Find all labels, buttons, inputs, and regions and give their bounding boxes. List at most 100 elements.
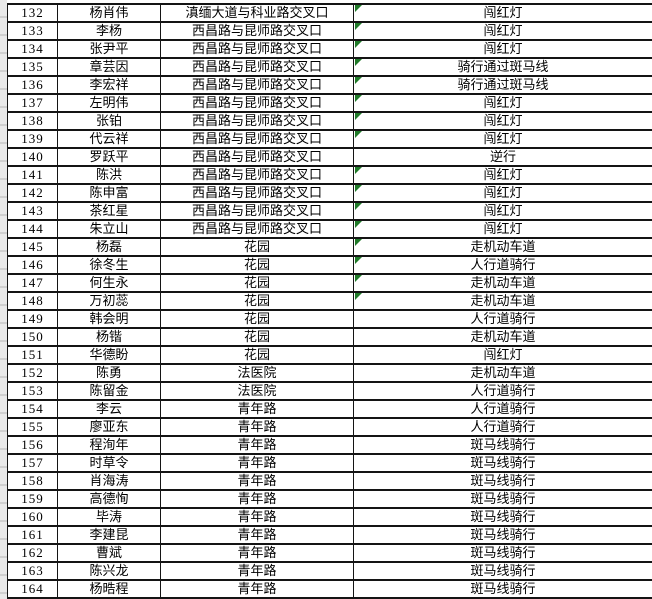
person-name-cell[interactable]: 杨晧程 xyxy=(57,579,161,599)
row-number-cell[interactable]: 142 xyxy=(7,183,58,203)
violation-cell[interactable]: 闯红灯 xyxy=(353,345,652,365)
person-name-cell[interactable]: 朱立山 xyxy=(57,219,161,239)
row-number-cell[interactable]: 143 xyxy=(7,201,58,221)
person-name-cell[interactable]: 廖亚东 xyxy=(57,417,161,437)
violation-cell[interactable]: 斑马线骑行 xyxy=(353,579,652,599)
location-cell[interactable]: 西昌路与昆师路交叉口 xyxy=(160,39,354,59)
person-name-cell[interactable]: 程洵年 xyxy=(57,435,161,455)
location-cell[interactable]: 西昌路与昆师路交叉口 xyxy=(160,183,354,203)
location-cell[interactable]: 法医院 xyxy=(160,381,354,401)
person-name-cell[interactable]: 左明伟 xyxy=(57,93,161,113)
location-cell[interactable]: 青年路 xyxy=(160,489,354,509)
location-cell[interactable]: 青年路 xyxy=(160,561,354,581)
violation-cell[interactable]: 走机动车道 xyxy=(353,273,652,293)
location-cell[interactable]: 青年路 xyxy=(160,399,354,419)
violation-cell[interactable]: 闯红灯 xyxy=(353,93,652,113)
location-cell[interactable]: 西昌路与昆师路交叉口 xyxy=(160,165,354,185)
location-cell[interactable]: 花园 xyxy=(160,291,354,311)
person-name-cell[interactable]: 肖海涛 xyxy=(57,471,161,491)
location-cell[interactable]: 西昌路与昆师路交叉口 xyxy=(160,75,354,95)
violation-cell[interactable]: 斑马线骑行 xyxy=(353,525,652,545)
person-name-cell[interactable]: 杨磊 xyxy=(57,237,161,257)
person-name-cell[interactable]: 李建昆 xyxy=(57,525,161,545)
person-name-cell[interactable]: 陈申富 xyxy=(57,183,161,203)
row-number-cell[interactable]: 148 xyxy=(7,291,58,311)
location-cell[interactable]: 西昌路与昆师路交叉口 xyxy=(160,21,354,41)
person-name-cell[interactable]: 茶红星 xyxy=(57,201,161,221)
adjacent-column-strip[interactable] xyxy=(0,0,7,599)
row-number-cell[interactable]: 152 xyxy=(7,363,58,383)
row-number-cell[interactable]: 159 xyxy=(7,489,58,509)
row-number-cell[interactable]: 151 xyxy=(7,345,58,365)
row-number-cell[interactable]: 164 xyxy=(7,579,58,599)
location-cell[interactable]: 西昌路与昆师路交叉口 xyxy=(160,111,354,131)
location-cell[interactable]: 西昌路与昆师路交叉口 xyxy=(160,219,354,239)
location-cell[interactable]: 青年路 xyxy=(160,543,354,563)
row-number-cell[interactable]: 139 xyxy=(7,129,58,149)
row-number-cell[interactable]: 144 xyxy=(7,219,58,239)
location-cell[interactable]: 花园 xyxy=(160,237,354,257)
location-cell[interactable]: 花园 xyxy=(160,255,354,275)
row-number-cell[interactable]: 137 xyxy=(7,93,58,113)
row-number-cell[interactable]: 149 xyxy=(7,309,58,329)
location-cell[interactable]: 青年路 xyxy=(160,435,354,455)
row-number-cell[interactable]: 146 xyxy=(7,255,58,275)
violation-cell[interactable]: 骑行通过斑马线 xyxy=(353,75,652,95)
row-number-cell[interactable]: 145 xyxy=(7,237,58,257)
person-name-cell[interactable]: 徐冬生 xyxy=(57,255,161,275)
row-number-cell[interactable]: 153 xyxy=(7,381,58,401)
person-name-cell[interactable]: 华德盼 xyxy=(57,345,161,365)
person-name-cell[interactable]: 张铂 xyxy=(57,111,161,131)
location-cell[interactable]: 花园 xyxy=(160,345,354,365)
person-name-cell[interactable]: 李云 xyxy=(57,399,161,419)
person-name-cell[interactable]: 陈留金 xyxy=(57,381,161,401)
violation-cell[interactable]: 走机动车道 xyxy=(353,363,652,383)
location-cell[interactable]: 花园 xyxy=(160,273,354,293)
person-name-cell[interactable]: 毕涛 xyxy=(57,507,161,527)
person-name-cell[interactable]: 罗跃平 xyxy=(57,147,161,167)
violation-cell[interactable]: 斑马线骑行 xyxy=(353,471,652,491)
location-cell[interactable]: 西昌路与昆师路交叉口 xyxy=(160,201,354,221)
person-name-cell[interactable]: 代云祥 xyxy=(57,129,161,149)
location-cell[interactable]: 花园 xyxy=(160,309,354,329)
violation-cell[interactable]: 逆行 xyxy=(353,147,652,167)
violation-cell[interactable]: 走机动车道 xyxy=(353,327,652,347)
location-cell[interactable]: 西昌路与昆师路交叉口 xyxy=(160,147,354,167)
row-number-cell[interactable]: 163 xyxy=(7,561,58,581)
violation-cell[interactable]: 人行道骑行 xyxy=(353,417,652,437)
location-cell[interactable]: 青年路 xyxy=(160,579,354,599)
location-cell[interactable]: 青年路 xyxy=(160,453,354,473)
person-name-cell[interactable]: 李宏祥 xyxy=(57,75,161,95)
person-name-cell[interactable]: 陈勇 xyxy=(57,363,161,383)
location-cell[interactable]: 西昌路与昆师路交叉口 xyxy=(160,129,354,149)
violation-cell[interactable]: 斑马线骑行 xyxy=(353,543,652,563)
row-number-cell[interactable]: 156 xyxy=(7,435,58,455)
row-number-cell[interactable]: 162 xyxy=(7,543,58,563)
violation-cell[interactable]: 斑马线骑行 xyxy=(353,507,652,527)
row-number-cell[interactable]: 132 xyxy=(7,3,58,23)
person-name-cell[interactable]: 何生永 xyxy=(57,273,161,293)
violation-cell[interactable]: 闯红灯 xyxy=(353,165,652,185)
violation-cell[interactable]: 闯红灯 xyxy=(353,201,652,221)
person-name-cell[interactable]: 李杨 xyxy=(57,21,161,41)
person-name-cell[interactable]: 杨锴 xyxy=(57,327,161,347)
person-name-cell[interactable]: 陈洪 xyxy=(57,165,161,185)
violation-cell[interactable]: 斑马线骑行 xyxy=(353,435,652,455)
person-name-cell[interactable]: 高德恂 xyxy=(57,489,161,509)
violation-cell[interactable]: 人行道骑行 xyxy=(353,255,652,275)
location-cell[interactable]: 青年路 xyxy=(160,507,354,527)
violation-cell[interactable]: 闯红灯 xyxy=(353,183,652,203)
row-number-cell[interactable]: 147 xyxy=(7,273,58,293)
location-cell[interactable]: 花园 xyxy=(160,327,354,347)
location-cell[interactable]: 法医院 xyxy=(160,363,354,383)
location-cell[interactable]: 青年路 xyxy=(160,417,354,437)
row-number-cell[interactable]: 140 xyxy=(7,147,58,167)
violation-cell[interactable]: 闯红灯 xyxy=(353,21,652,41)
violation-cell[interactable]: 人行道骑行 xyxy=(353,381,652,401)
person-name-cell[interactable]: 时草令 xyxy=(57,453,161,473)
row-number-cell[interactable]: 136 xyxy=(7,75,58,95)
person-name-cell[interactable]: 张尹平 xyxy=(57,39,161,59)
violation-cell[interactable]: 走机动车道 xyxy=(353,237,652,257)
violation-cell[interactable]: 闯红灯 xyxy=(353,129,652,149)
person-name-cell[interactable]: 陈兴龙 xyxy=(57,561,161,581)
